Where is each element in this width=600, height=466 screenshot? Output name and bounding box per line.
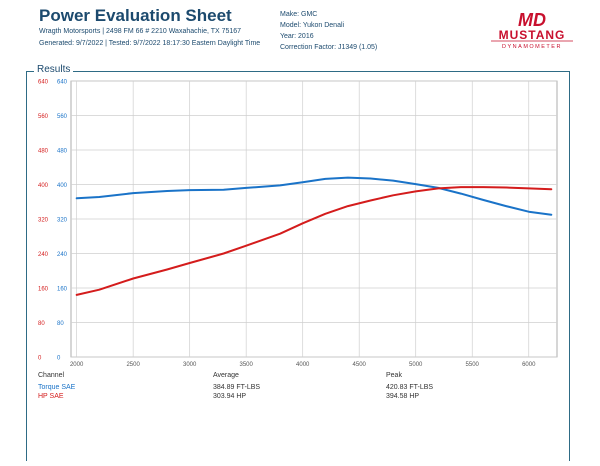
y-tick-label-hp: 240 (38, 252, 49, 258)
y-tick-label-torque: 320 (57, 218, 68, 224)
x-tick-label: 4000 (296, 362, 310, 368)
vehicle-make: Make: GMC (280, 11, 318, 18)
logo-name: MUSTANG (499, 28, 566, 42)
y-tick-label-hp: 0 (38, 356, 42, 362)
channel-name: Torque SAE (38, 384, 76, 391)
peak-value: 394.58 HP (386, 393, 420, 400)
x-tick-label: 3500 (240, 362, 254, 368)
results-panel (26, 71, 570, 461)
x-tick-label: 5000 (409, 362, 423, 368)
y-tick-label-hp: 560 (38, 114, 49, 120)
results-label: Results (34, 64, 74, 75)
peak-value: 420.83 FT-LBS (386, 384, 434, 391)
logo-tagline: DYNAMOMETER (502, 44, 562, 50)
mustang-dynamometer-logo: MD MUSTANG DYNAMOMETER (491, 10, 573, 50)
y-tick-label-hp: 160 (38, 287, 49, 293)
y-tick-label-torque: 640 (57, 80, 68, 86)
logo-mark: MD (518, 10, 546, 30)
y-tick-label-torque: 0 (57, 356, 61, 362)
x-tick-label: 2500 (126, 362, 140, 368)
correction-factor: Correction Factor: J1349 (1.05) (280, 44, 378, 51)
table-row: Torque SAE 384.89 FT-LBS 420.83 FT-LBS (38, 384, 558, 393)
x-tick-label: 5500 (466, 362, 480, 368)
y-tick-label-torque: 80 (57, 321, 64, 327)
hp-line (75, 186, 553, 296)
table-header-row: Channel Average Peak (38, 372, 558, 381)
page-title: Power Evaluation Sheet (39, 6, 232, 25)
channel-name: HP SAE (38, 393, 64, 400)
y-tick-label-torque: 240 (57, 252, 68, 258)
col-channel: Channel (38, 372, 65, 379)
col-peak: Peak (386, 372, 402, 379)
test-info: Generated: 9/7/2022 | Tested: 9/7/2022 1… (39, 40, 261, 47)
y-tick-label-hp: 480 (38, 149, 49, 155)
x-tick-label: 2000 (70, 362, 84, 368)
y-tick-label-hp: 80 (38, 321, 45, 327)
y-tick-label-hp: 320 (38, 218, 49, 224)
table-row: HP SAE 303.94 HP 394.58 HP (38, 393, 558, 402)
shop-info: Wragth Motorsports | 2498 FM 66 # 2210 W… (39, 28, 242, 35)
vehicle-year: Year: 2016 (280, 33, 314, 40)
average-value: 303.94 HP (213, 393, 247, 400)
vehicle-model: Model: Yukon Denali (280, 22, 345, 29)
y-tick-label-torque: 560 (57, 114, 68, 120)
y-tick-label-torque: 160 (57, 287, 68, 293)
y-tick-label-hp: 640 (38, 80, 49, 86)
y-tick-label-hp: 400 (38, 183, 49, 189)
y-tick-label-torque: 480 (57, 149, 68, 155)
torque-line (75, 176, 553, 216)
x-tick-label: 3000 (183, 362, 197, 368)
x-tick-label: 4500 (353, 362, 367, 368)
col-average: Average (213, 372, 239, 379)
y-tick-label-torque: 400 (57, 183, 68, 189)
average-value: 384.89 FT-LBS (213, 384, 261, 391)
x-tick-label: 6000 (522, 362, 536, 368)
